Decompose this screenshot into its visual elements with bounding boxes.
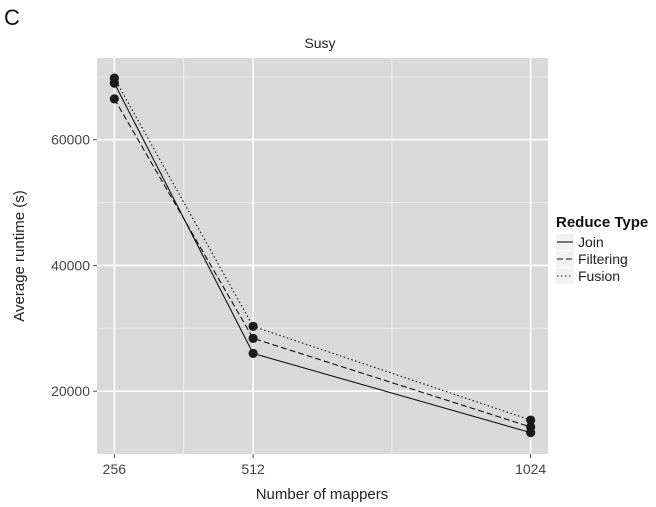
- x-tick-label: 256: [103, 461, 127, 477]
- data-point-filtering: [109, 94, 119, 104]
- data-point-fusion: [109, 73, 119, 83]
- plot-panel: [97, 58, 548, 454]
- x-axis-title: Number of mappers: [256, 486, 389, 503]
- chart-title: Susy: [304, 35, 335, 51]
- legend-key-bg: [556, 251, 574, 267]
- y-tick-label: 60000: [51, 132, 90, 148]
- y-tick-label: 40000: [51, 257, 90, 273]
- legend-label-join: Join: [578, 234, 604, 250]
- x-axis-ticks: 256 512 1024: [103, 454, 546, 477]
- data-point-fusion: [526, 415, 536, 425]
- data-point-fusion: [248, 321, 258, 331]
- series-line-filtering: [113, 98, 531, 428]
- y-axis-title: Average runtime (s): [11, 190, 28, 321]
- data-point-join: [248, 348, 258, 359]
- x-tick-label: 1024: [515, 461, 546, 477]
- legend-title: Reduce Type: [556, 214, 648, 231]
- grid-lines: [97, 58, 548, 454]
- data-point-filtering: [526, 422, 536, 432]
- legend-label-fusion: Fusion: [578, 268, 620, 284]
- legend-label-filtering: Filtering: [578, 251, 628, 267]
- points-layer: [109, 73, 536, 438]
- y-axis-ticks: 20000 40000 60000: [51, 132, 97, 399]
- panel-letter: C: [4, 5, 20, 30]
- y-tick-label: 20000: [51, 383, 90, 399]
- x-tick-label: 512: [241, 461, 265, 477]
- data-point-filtering: [248, 333, 258, 343]
